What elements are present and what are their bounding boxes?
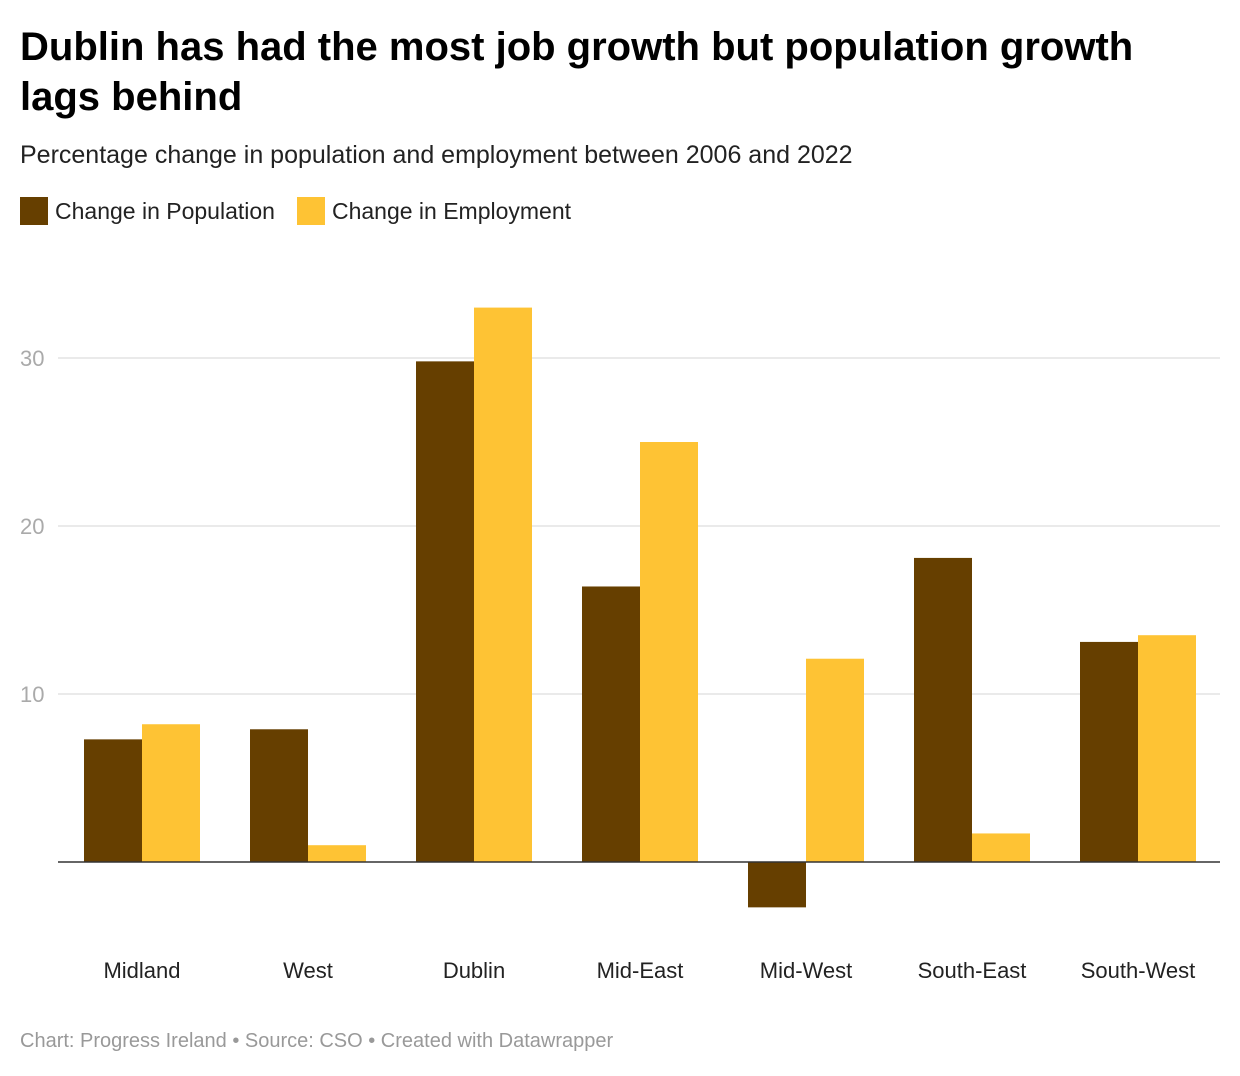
x-tick-label: Dublin (443, 958, 505, 983)
legend-swatch-employment (296, 197, 325, 225)
bar-employment (972, 833, 1030, 862)
bar-employment (806, 658, 864, 862)
x-tick-label: Mid-West (760, 958, 853, 983)
bar-employment (474, 307, 532, 863)
chart-footer: Chart: Progress Ireland • Source: CSO • … (20, 1030, 614, 1052)
y-tick-label: 30 (20, 346, 44, 371)
legend-label-population: Change in Population (55, 197, 275, 224)
legend-item-population: Change in Population (20, 197, 275, 225)
bar-population (250, 729, 308, 862)
bar-population (582, 586, 640, 862)
x-tick-label: West (283, 958, 333, 983)
legend-label-employment: Change in Employment (331, 197, 572, 224)
legend: Change in Population Change in Employmen… (20, 197, 571, 225)
bar-employment (308, 845, 366, 862)
bar-population (1080, 641, 1138, 862)
legend-item-employment: Change in Employment (296, 197, 572, 225)
y-tick-label: 10 (20, 682, 44, 707)
x-tick-label: Midland (103, 958, 180, 983)
bar-population (416, 361, 474, 862)
bar-employment (142, 724, 200, 862)
legend-swatch-population (20, 197, 48, 225)
x-tick-label: Mid-East (597, 958, 684, 983)
bar-population (914, 557, 972, 862)
chart-subtitle: Percentage change in population and empl… (20, 141, 853, 169)
chart-title: Dublin has had the most job growth but p… (20, 25, 1134, 119)
bar-employment (1138, 635, 1196, 862)
x-tick-label: South-West (1081, 958, 1196, 983)
x-tick-label: South-East (918, 958, 1027, 983)
y-tick-label: 20 (20, 514, 44, 539)
bar-population (748, 862, 806, 908)
bar-population (84, 739, 142, 862)
bar-employment (640, 442, 698, 862)
